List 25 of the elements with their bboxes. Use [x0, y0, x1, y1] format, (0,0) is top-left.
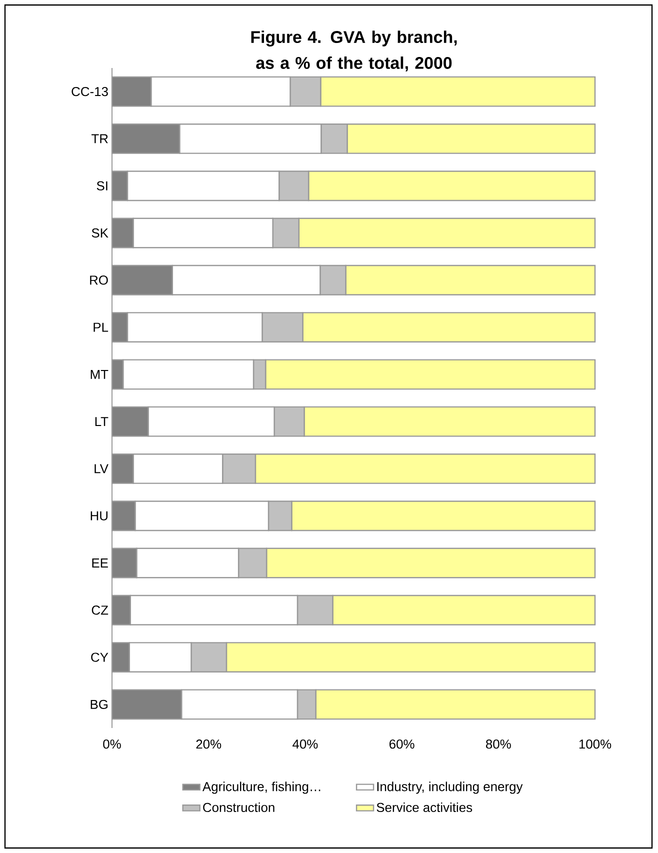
legend-label: Industry, including energy — [377, 782, 523, 794]
y-tick-label: SK — [92, 228, 108, 238]
y-tick-label: TR — [92, 134, 108, 144]
y-tick-label: CZ — [92, 606, 108, 615]
y-tick-label: CY — [91, 652, 108, 662]
x-tick-label: 40% — [292, 740, 318, 749]
y-tick-label: EE — [92, 558, 108, 568]
y-tick-label: LT — [95, 417, 108, 426]
y-tick-label: HU — [90, 511, 108, 520]
x-tick-label: 80% — [486, 740, 511, 749]
y-tick-label: RO — [90, 276, 108, 285]
x-tick-label: 100% — [579, 740, 612, 749]
x-tick-label: 0% — [103, 740, 121, 749]
legend-label: Service activities — [376, 802, 472, 812]
legend-label: Agriculture, fishing… — [202, 782, 320, 794]
y-tick-label: PL — [94, 322, 108, 332]
x-tick-label: 20% — [196, 740, 222, 749]
y-tick-label: SI — [96, 181, 108, 190]
legend-label: Construction — [203, 802, 274, 812]
y-tick-label: MT — [90, 370, 108, 379]
y-tick-label: LV — [94, 464, 108, 474]
y-tick-label: CC-13 — [72, 86, 108, 96]
y-tick-label: BG — [90, 700, 108, 710]
x-tick-label: 60% — [390, 740, 414, 749]
chart-title: Figure 4. GVA by branch, as a % of the total, 2000 — [251, 30, 457, 72]
